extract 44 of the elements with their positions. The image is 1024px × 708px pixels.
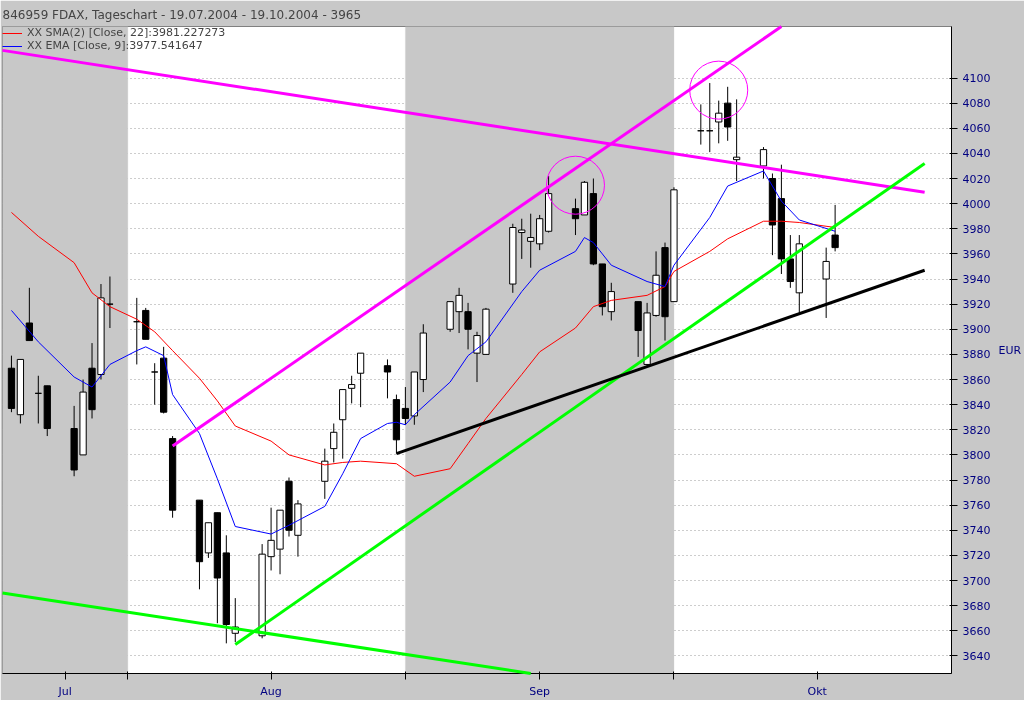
y-tick-label: 3920 [962, 298, 991, 312]
y-tick-label: 3680 [962, 599, 991, 613]
y-tick-label: 3940 [962, 273, 991, 287]
chart-title: 846959 FDAX, Tageschart - 19.07.2004 - 19.10.2004 - 3965 [2, 7, 362, 22]
line-series [10, 170, 836, 535]
y-tick-label: 3980 [962, 222, 991, 236]
candlestick [151, 362, 159, 406]
y-tick-label: 4100 [962, 72, 991, 86]
x-tick-label: Sep [529, 684, 551, 698]
legend-label: XX EMA [Close, 9]:3977.541647 [27, 39, 203, 52]
y-tick-label: 4040 [962, 147, 991, 161]
x-tick-label: Jul [57, 684, 72, 698]
y-tick-label: 3780 [962, 474, 991, 488]
y-tick-label: 3640 [962, 649, 991, 663]
y-tick-label: 4020 [962, 172, 991, 186]
candlestick [786, 234, 794, 289]
y-tick-label: 3840 [962, 398, 991, 412]
x-tick-label: Okt [807, 684, 828, 698]
candlestick [383, 358, 392, 399]
candlestick [330, 422, 338, 463]
y-tick-label: 3860 [962, 373, 991, 387]
candlestick [607, 282, 615, 321]
candlestick [401, 386, 410, 426]
x-tick-label: Aug [260, 684, 282, 698]
y-tick-label: 3960 [962, 247, 991, 261]
y-tick-label: 4060 [962, 122, 991, 136]
y-tick-label: 3760 [962, 499, 991, 513]
y-tick-label: 4080 [962, 97, 991, 111]
y-tick-label: 3820 [962, 423, 991, 437]
y-tick-label: 3800 [962, 448, 991, 462]
candlestick [759, 146, 768, 180]
candlestick [831, 204, 839, 252]
y-axis-title: EUR [998, 343, 1022, 357]
y-tick-label: 3740 [962, 524, 991, 538]
y-tick-label: 3660 [962, 624, 991, 638]
y-tick-label: 3900 [962, 323, 991, 337]
y-tick-label: 3720 [962, 549, 991, 563]
candlestick [356, 352, 365, 408]
y-tick-label: 3700 [962, 574, 991, 588]
y-tick-label: 4000 [962, 197, 991, 211]
legend-label: XX SMA(2) [Close, 22]:3981.227273 [27, 26, 226, 39]
candlestick [348, 375, 356, 404]
candlestick [321, 448, 329, 500]
y-tick-label: 3880 [962, 348, 991, 362]
